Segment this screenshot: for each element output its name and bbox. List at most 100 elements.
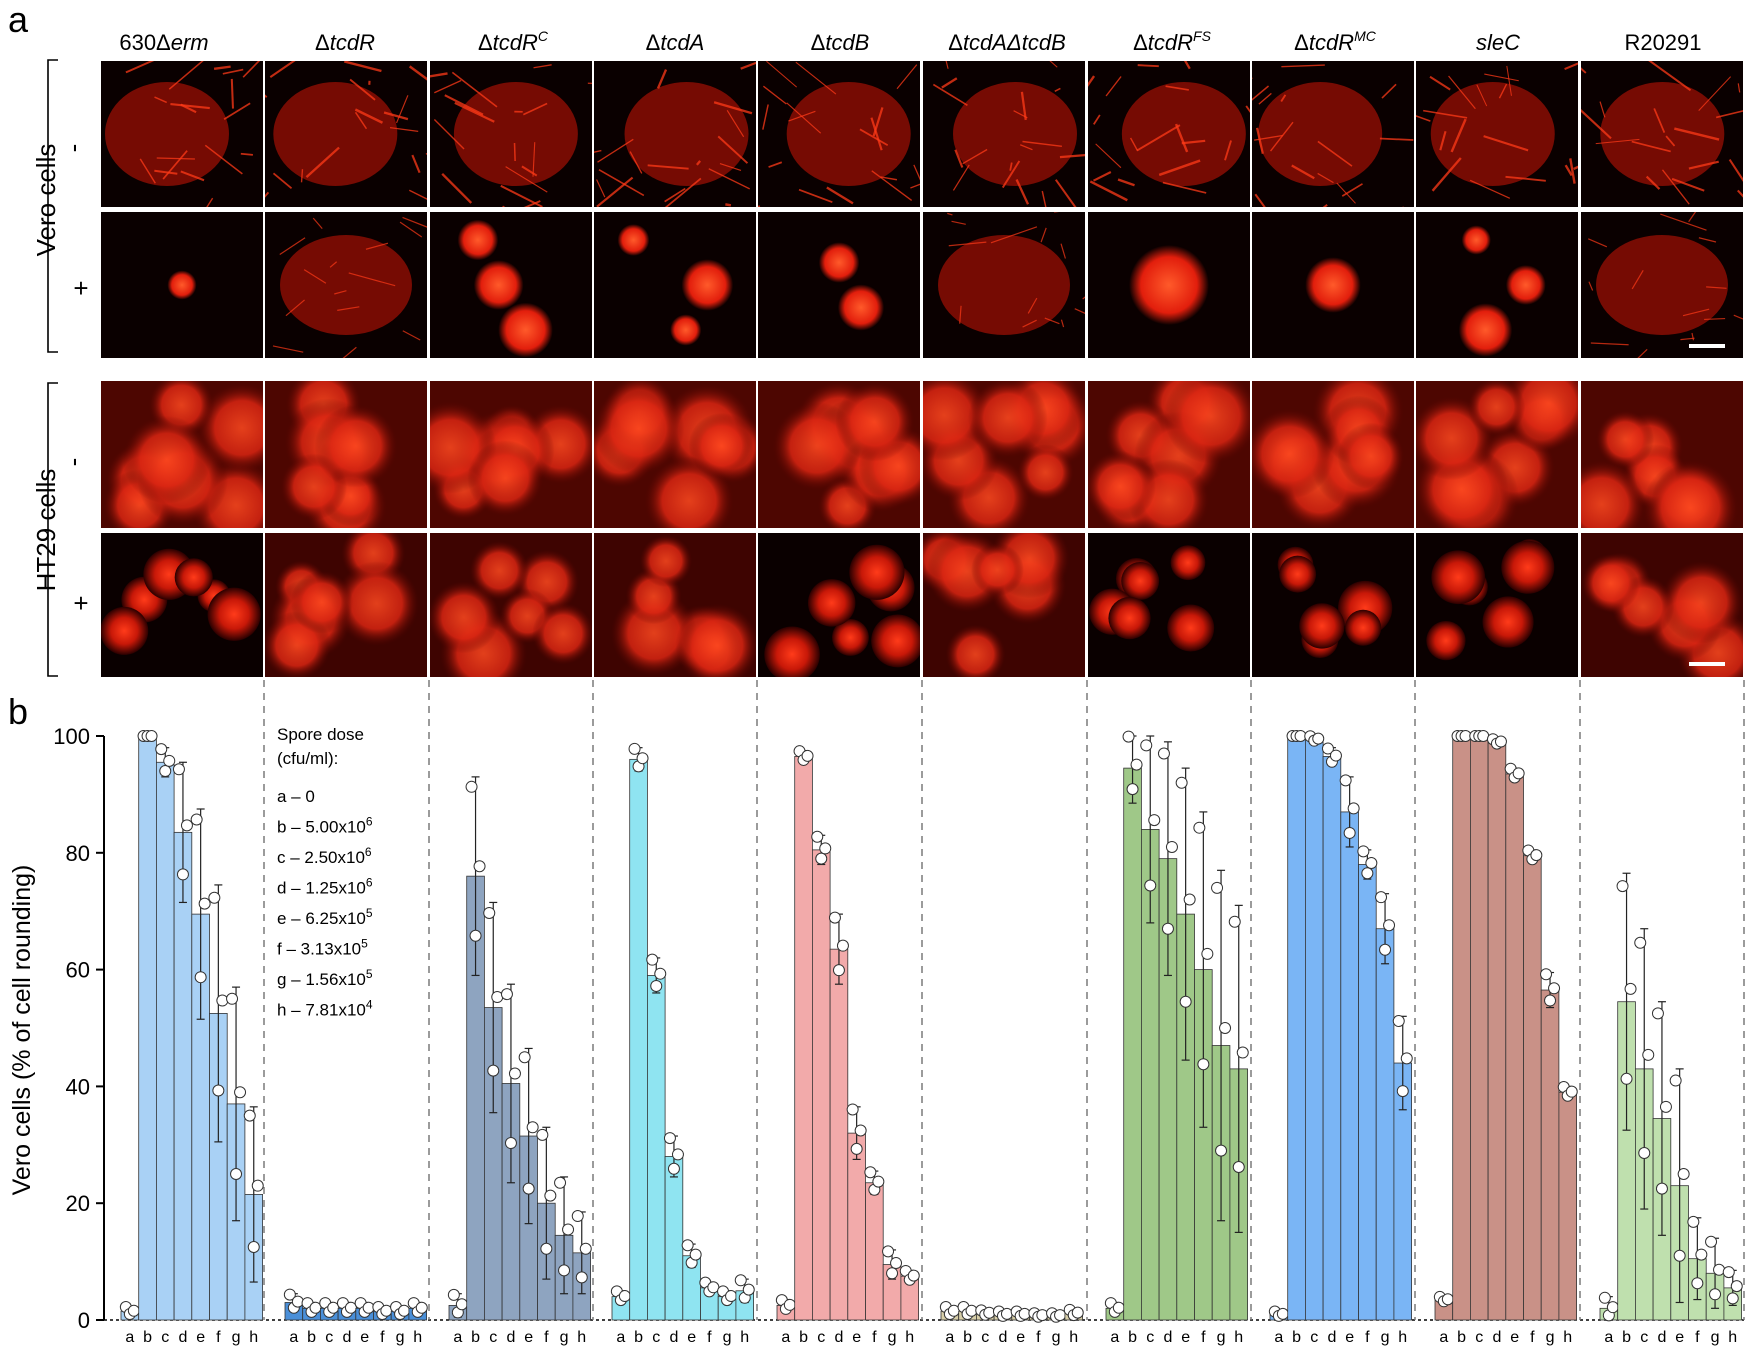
strain-label: ΔtcdAΔtcdB — [948, 30, 1066, 55]
bar-group — [283, 1288, 428, 1321]
data-point — [291, 1295, 304, 1308]
x-tick-label: h — [1398, 1329, 1407, 1346]
data-point — [1339, 774, 1352, 787]
data-point — [1548, 982, 1561, 995]
bar — [1340, 811, 1359, 1321]
micrograph-tile — [1416, 61, 1578, 207]
data-point — [526, 1121, 539, 1134]
legend-subtitle: (cfu/ml): — [277, 749, 338, 768]
micrograph-tile — [430, 212, 592, 358]
data-point — [1598, 1291, 1611, 1304]
data-point — [1512, 767, 1525, 780]
bar-group — [1433, 730, 1578, 1321]
data-point — [415, 1301, 428, 1314]
micrograph-tile — [923, 61, 1085, 207]
data-point — [1494, 735, 1507, 748]
x-tick-label: f — [380, 1329, 385, 1346]
panel-letter-a: a — [8, 0, 29, 40]
data-point — [1365, 857, 1378, 870]
strain-column-labels: 630Δerm ΔtcdR ΔtcdRC ΔtcdA ΔtcdB ΔtcdAΔtcdB Δt… — [119, 28, 1701, 55]
x-tick-label: g — [1217, 1329, 1226, 1346]
data-point — [1540, 968, 1553, 981]
data-point — [667, 1162, 680, 1175]
bar-groups — [119, 730, 1743, 1323]
x-tick-label: d — [342, 1329, 351, 1346]
data-point — [1730, 1280, 1743, 1293]
data-point — [1329, 749, 1342, 762]
data-point — [1687, 1215, 1700, 1228]
data-point — [212, 1084, 225, 1097]
data-point — [1691, 1277, 1704, 1290]
data-point — [1713, 1263, 1726, 1276]
data-point — [487, 1064, 500, 1077]
micrograph-tile — [758, 212, 920, 358]
data-point — [1112, 1301, 1125, 1314]
data-point — [1655, 1182, 1668, 1195]
bar — [812, 849, 831, 1321]
vero-bracket — [47, 59, 58, 353]
strain-label: ΔtcdA — [646, 30, 705, 55]
bar-group — [939, 1301, 1084, 1323]
vero-cells-label: Vero cells — [31, 144, 61, 257]
x-tick-label: h — [1563, 1329, 1572, 1346]
bar — [1123, 767, 1142, 1321]
data-point — [734, 1274, 747, 1287]
micrograph-tile — [1252, 533, 1414, 677]
data-point — [571, 1210, 584, 1223]
data-point — [155, 743, 168, 756]
bar — [1322, 756, 1342, 1321]
bar-group — [119, 730, 264, 1321]
x-tick-label: d — [669, 1329, 678, 1346]
micrograph-tile — [101, 381, 263, 528]
x-tick-label: e — [1181, 1329, 1190, 1346]
ht29-bracket — [47, 382, 58, 677]
x-tick-label: g — [1546, 1329, 1555, 1346]
data-point — [1638, 1146, 1651, 1159]
data-point — [1726, 1292, 1739, 1305]
legend-title: Spore dose — [277, 725, 364, 744]
data-point — [283, 1288, 296, 1301]
bar — [155, 761, 175, 1321]
data-point — [663, 1132, 676, 1145]
bar — [138, 735, 157, 1321]
legend-item: a – 0 — [277, 787, 315, 806]
micrograph-tile — [1416, 533, 1578, 677]
data-point — [127, 1304, 140, 1317]
x-tick-label: f — [1201, 1329, 1206, 1346]
x-tick-label: b — [307, 1329, 316, 1346]
data-point — [783, 1298, 796, 1311]
data-point — [1140, 739, 1153, 752]
bar-group — [1598, 872, 1743, 1322]
data-point — [540, 1242, 553, 1255]
x-tick-label: h — [413, 1329, 422, 1346]
micrograph-tile — [594, 212, 756, 358]
strain-label: ΔtcdR — [315, 30, 375, 55]
data-point — [907, 1269, 920, 1282]
data-point — [1606, 1301, 1619, 1314]
data-point — [1228, 915, 1241, 928]
x-tick-label: a — [945, 1329, 954, 1346]
data-point — [1441, 1293, 1454, 1306]
data-point — [882, 1245, 895, 1258]
x-tick-label: d — [998, 1329, 1007, 1346]
data-point — [872, 1175, 885, 1188]
x-tick-label: a — [1604, 1329, 1613, 1346]
data-point — [398, 1304, 411, 1317]
micrograph-tile — [923, 381, 1085, 528]
data-point — [1392, 1014, 1405, 1027]
data-point — [1722, 1266, 1735, 1279]
data-point — [1148, 814, 1161, 827]
data-point — [1321, 742, 1334, 755]
micrograph-tile — [594, 381, 756, 528]
micrograph-tile — [758, 533, 920, 677]
micrograph-tile — [1581, 212, 1743, 358]
data-point — [243, 1109, 256, 1122]
x-tick-label: b — [799, 1329, 808, 1346]
legend-item: g – 1.56x105 — [277, 967, 373, 989]
data-point — [1695, 1248, 1708, 1261]
data-point — [159, 765, 172, 778]
x-tick-label: h — [1728, 1329, 1737, 1346]
data-point — [518, 1051, 531, 1064]
data-point — [1130, 758, 1143, 771]
x-tick-label: c — [161, 1329, 169, 1346]
